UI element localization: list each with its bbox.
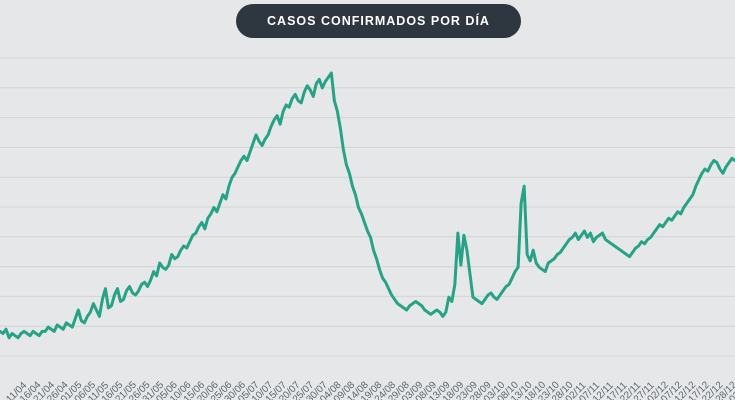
chart-title-pill: CASOS CONFIRMADOS POR DÍA — [236, 4, 521, 38]
chart-title: CASOS CONFIRMADOS POR DÍA — [267, 14, 490, 28]
gridlines — [0, 57, 735, 357]
x-axis-ticks: 11/0416/0421/0426/0401/0506/0511/0516/05… — [4, 379, 735, 400]
series-line — [0, 71, 735, 340]
